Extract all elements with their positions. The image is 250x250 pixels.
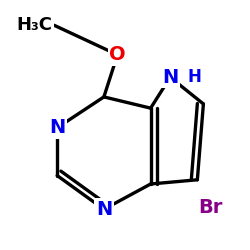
Text: H₃C: H₃C [17, 16, 53, 34]
Text: N: N [49, 118, 65, 137]
Text: N: N [96, 200, 112, 219]
Text: N: N [162, 68, 178, 87]
Text: Br: Br [199, 198, 223, 218]
Text: H: H [188, 68, 202, 86]
Text: O: O [109, 45, 126, 64]
